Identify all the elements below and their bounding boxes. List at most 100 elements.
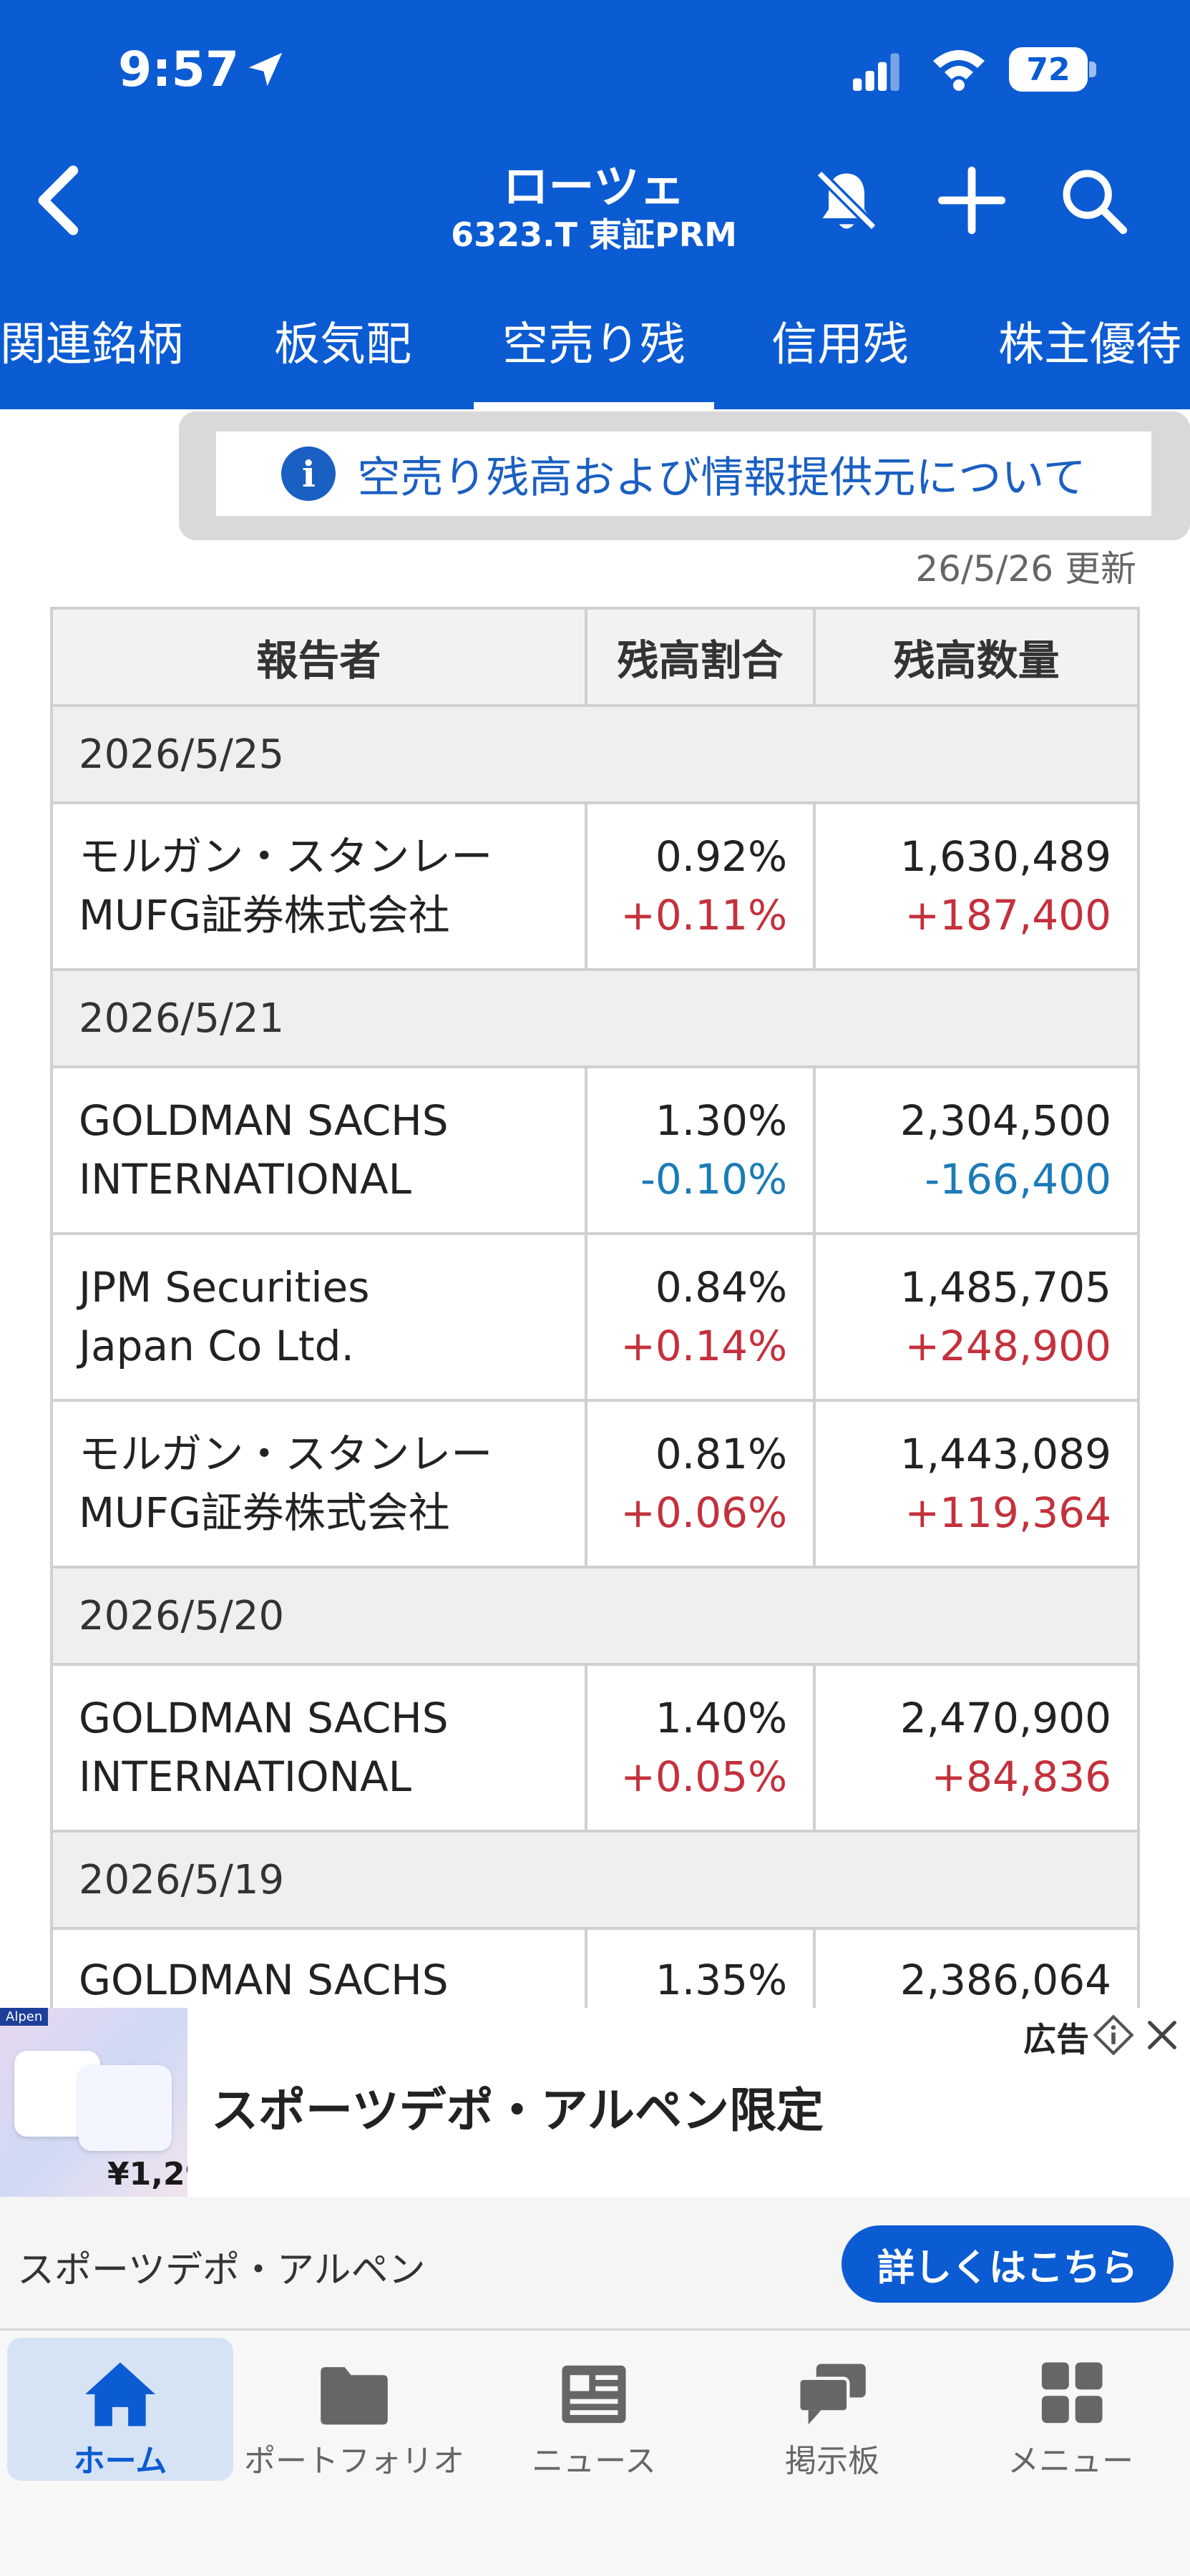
nav-menu[interactable]: メニュー <box>957 2338 1184 2481</box>
ratio-cell: 0.81% +0.06% <box>584 1399 816 1568</box>
nav-label: ホーム <box>73 2443 167 2479</box>
ratio-value: 0.81% <box>655 1430 788 1479</box>
bottom-navigation: ホーム ポートフォリオ ニュース 掲示板 メ <box>0 2328 1190 2576</box>
date-label: 2026/5/25 <box>50 704 1140 804</box>
info-icon: i <box>281 447 336 501</box>
quantity-cell: 1,485,705 +248,900 <box>813 1232 1140 1402</box>
tab-related-stocks[interactable]: 関連銘柄 <box>0 318 183 371</box>
nav-message-board[interactable]: 掲示板 <box>719 2338 945 2481</box>
status-time: 9:57 <box>118 42 240 98</box>
info-link[interactable]: i 空売り残高および情報提供元について <box>216 431 1151 516</box>
ratio-change: +0.11% <box>620 890 788 940</box>
news-icon <box>562 2365 626 2424</box>
quantity-value: 2,304,500 <box>899 1096 1111 1146</box>
cellular-signal-icon <box>853 53 899 91</box>
ratio-change: +0.05% <box>620 1752 788 1801</box>
quantity-cell: 1,630,489 +187,400 <box>813 801 1140 971</box>
ratio-change: +0.06% <box>620 1488 788 1537</box>
table-row[interactable]: GOLDMAN SACHS INTERNATIONAL 1.30% -0.10%… <box>50 1065 1140 1235</box>
reporter-cell: GOLDMAN SACHS INTERNATIONAL <box>50 1065 587 1235</box>
date-row: 2026/5/20 <box>50 1566 1140 1666</box>
reporter-name-line2: INTERNATIONAL <box>79 1154 411 1204</box>
tab-order-book[interactable]: 板気配 <box>274 318 411 371</box>
nav-label: ニュース <box>532 2443 656 2479</box>
tab-margin-balance[interactable]: 信用残 <box>771 318 909 371</box>
header-balance-ratio: 残高割合 <box>584 607 816 707</box>
quantity-cell: 2,304,500 -166,400 <box>813 1065 1140 1235</box>
ad-image-brand-tag: Alpen <box>0 2008 49 2026</box>
table-header-row: 報告者 残高割合 残高数量 <box>50 607 1140 707</box>
ad-cta-bar: スポーツデポ・アルペン 詳しくはこちら <box>0 2197 1190 2328</box>
reporter-name-line2: Japan Co Ltd. <box>79 1321 354 1370</box>
ratio-cell: 1.30% -0.10% <box>584 1065 816 1235</box>
ad-banner[interactable]: Alpen ¥1,299 スポーツデポ・アルペン限定 広告 <box>0 2008 1190 2197</box>
reporter-name-line1: GOLDMAN SACHS <box>79 1694 449 1743</box>
section-tabs: 関連銘柄 板気配 空売り残 信用残 株主優待 <box>0 301 1190 409</box>
nav-label: ポートフォリオ <box>244 2443 464 2479</box>
table-row[interactable]: モルガン・スタンレー MUFG証券株式会社 0.92% +0.11% 1,630… <box>50 801 1140 971</box>
quantity-change: +248,900 <box>904 1321 1111 1370</box>
notification-off-button[interactable] <box>805 161 887 240</box>
reporter-name-line1: モルガン・スタンレー <box>79 832 493 882</box>
date-label: 2026/5/19 <box>50 1830 1140 1930</box>
quantity-cell: 2,470,900 +84,836 <box>813 1663 1140 1833</box>
header-balance-quantity: 残高数量 <box>813 607 1140 707</box>
status-bar: 9:57 72 <box>0 0 1190 143</box>
table-row[interactable]: GOLDMAN SACHS INTERNATIONAL 1.40% +0.05%… <box>50 1663 1140 1833</box>
bell-off-icon <box>815 170 877 231</box>
ratio-value: 1.40% <box>655 1694 788 1743</box>
quantity-change: +187,400 <box>904 890 1111 940</box>
info-link-text: 空売り残高および情報提供元について <box>357 452 1086 503</box>
back-button[interactable] <box>21 157 93 243</box>
nav-news[interactable]: ニュース <box>481 2338 707 2481</box>
date-row: 2026/5/21 <box>50 968 1140 1068</box>
reporter-name-line2: MUFG証券株式会社 <box>79 1488 450 1537</box>
tab-shareholder-benefits[interactable]: 株主優待 <box>998 318 1181 371</box>
quantity-value: 2,386,064 <box>899 1956 1111 2004</box>
quantity-value: 1,443,089 <box>899 1430 1111 1479</box>
tab-short-interest[interactable]: 空売り残 <box>474 301 714 409</box>
date-label: 2026/5/21 <box>50 968 1140 1068</box>
ratio-value: 0.92% <box>655 832 788 882</box>
quantity-value: 2,470,900 <box>899 1694 1111 1743</box>
nav-portfolio[interactable]: ポートフォリオ <box>241 2338 467 2481</box>
nav-label: メニュー <box>1008 2443 1133 2479</box>
ratio-value: 0.84% <box>655 1263 788 1312</box>
location-arrow-icon <box>248 52 283 87</box>
date-row: 2026/5/19 <box>50 1830 1140 1930</box>
battery-level: 72 <box>1009 47 1088 92</box>
quantity-cell: 1,443,089 +119,364 <box>813 1399 1140 1568</box>
ratio-change: -0.10% <box>640 1154 788 1204</box>
reporter-name-line1: GOLDMAN SACHS <box>79 1956 449 2004</box>
ratio-value: 1.35% <box>655 1956 788 2004</box>
search-button[interactable] <box>1052 161 1134 240</box>
ratio-cell: 1.40% +0.05% <box>584 1663 816 1833</box>
reporter-name-line2: MUFG証券株式会社 <box>79 890 450 940</box>
reporter-cell: モルガン・スタンレー MUFG証券株式会社 <box>50 801 587 971</box>
reporter-name-line1: GOLDMAN SACHS <box>79 1096 449 1146</box>
home-icon <box>85 2362 155 2426</box>
ad-image[interactable]: Alpen ¥1,299 <box>0 2008 187 2197</box>
table-row[interactable]: JPM Securities Japan Co Ltd. 0.84% +0.14… <box>50 1232 1140 1402</box>
nav-home[interactable]: ホーム <box>7 2338 233 2481</box>
stock-code: 6323.T 東証PRM <box>451 215 737 254</box>
header-reporter: 報告者 <box>50 607 587 707</box>
learn-more-button[interactable]: 詳しくはこちら <box>842 2225 1174 2303</box>
ratio-value: 1.30% <box>655 1096 788 1146</box>
updated-timestamp: 26/5/26 更新 <box>915 548 1136 590</box>
reporter-cell: JPM Securities Japan Co Ltd. <box>50 1232 587 1402</box>
stock-nav-bar: ローツェ 6323.T 東証PRM <box>0 143 1190 258</box>
table-row[interactable]: モルガン・スタンレー MUFG証券株式会社 0.81% +0.06% 1,443… <box>50 1399 1140 1568</box>
ratio-change: +0.14% <box>620 1321 788 1370</box>
ad-title[interactable]: スポーツデポ・アルペン限定 <box>211 2083 824 2138</box>
reporter-cell: モルガン・スタンレー MUFG証券株式会社 <box>50 1399 587 1568</box>
nav-label: 掲示板 <box>785 2443 879 2479</box>
menu-grid-icon <box>1041 2362 1103 2424</box>
add-to-portfolio-button[interactable] <box>930 161 1013 240</box>
stock-name: ローツェ <box>502 161 686 214</box>
quantity-value: 1,485,705 <box>899 1263 1111 1312</box>
close-icon[interactable] <box>1143 2016 1181 2054</box>
ad-choices-icon[interactable] <box>1093 2015 1133 2055</box>
folder-icon <box>321 2367 388 2425</box>
date-row: 2026/5/25 <box>50 704 1140 804</box>
